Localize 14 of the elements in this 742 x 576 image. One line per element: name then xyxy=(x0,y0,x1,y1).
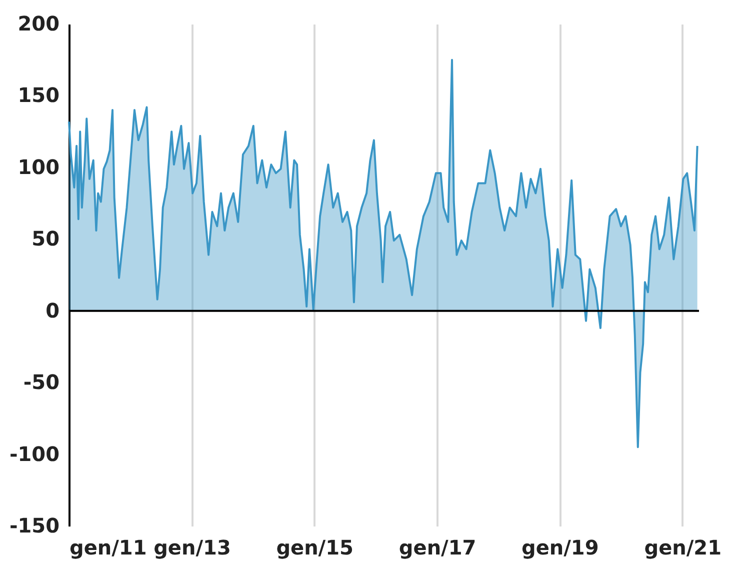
x-tick-label: gen/15 xyxy=(276,536,354,560)
x-tick-label: gen/11 xyxy=(70,536,147,560)
y-tick-label: -50 xyxy=(23,370,60,394)
y-tick-label: 50 xyxy=(32,226,60,251)
x-tick-label: gen/13 xyxy=(154,536,231,560)
x-tick-label: gen/19 xyxy=(522,536,599,560)
y-tick-label: -150 xyxy=(9,514,60,538)
y-tick-label: 100 xyxy=(18,154,60,179)
y-tick-label: 150 xyxy=(18,83,60,108)
y-tick-label: 200 xyxy=(18,12,60,36)
x-tick-label: gen/21 xyxy=(644,536,722,560)
y-tick-label: -100 xyxy=(9,442,60,466)
y-tick-label: 0 xyxy=(46,298,60,322)
x-tick-label: gen/17 xyxy=(398,536,476,560)
